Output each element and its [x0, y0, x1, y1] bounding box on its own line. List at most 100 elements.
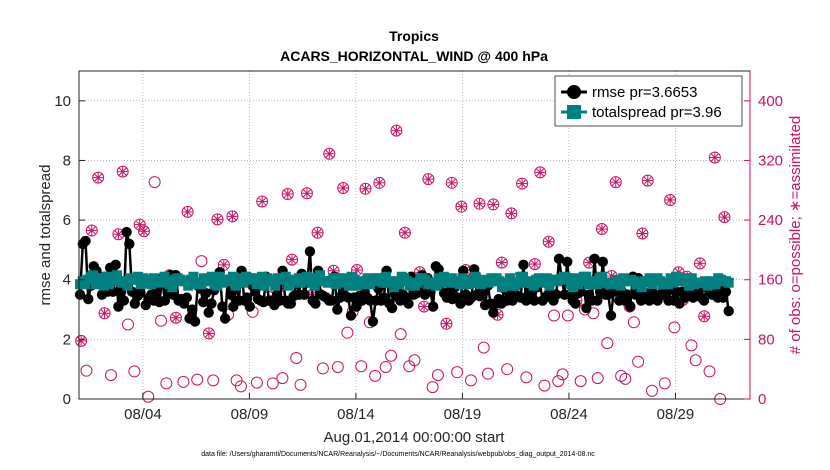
- x-tick-label: 08/04: [124, 406, 162, 423]
- rmse-point: [189, 316, 201, 327]
- obs-possible-marker: [316, 362, 329, 375]
- rmse-point: [592, 295, 603, 306]
- obs-assimilated-marker: [610, 177, 621, 188]
- obs-assimilated-marker: [301, 188, 312, 199]
- obs-assimilated-marker: [529, 259, 540, 270]
- rmse-point: [326, 295, 338, 306]
- spread-point: [644, 273, 655, 284]
- obs-possible-marker: [311, 226, 324, 239]
- obs-assimilated-marker: [282, 189, 293, 199]
- spread-point: [146, 279, 157, 290]
- spread-point: [206, 271, 217, 282]
- obs-possible-marker: [538, 379, 551, 392]
- obs-assimilated-marker: [218, 259, 229, 270]
- axes: 0 2 4 6 8 10 0 80 160 240 320 400 08/04 08/09 08/14 08/…: [54, 71, 783, 423]
- y-axis-right-label: # of obs: o=possible; ∗=assimilated: [787, 116, 804, 355]
- spread-point: [362, 273, 373, 284]
- rmse-point: [198, 296, 209, 308]
- obs-possible-marker: [619, 372, 632, 385]
- obs-possible-marker: [408, 354, 421, 367]
- spread-point: [636, 282, 647, 293]
- obs-assimilated-marker: [596, 224, 607, 235]
- spread-point: [386, 276, 397, 287]
- obs-possible-marker: [98, 307, 111, 320]
- rmse-point: [589, 253, 600, 265]
- x-tick-label: 08/24: [550, 406, 588, 423]
- spread-point: [328, 273, 339, 284]
- obs-assimilated-marker: [642, 175, 653, 186]
- x-tick-label: 08/29: [657, 406, 695, 423]
- obs-assimilated-marker: [312, 227, 323, 238]
- obs-assimilated-marker: [474, 198, 485, 209]
- spread-point: [238, 277, 249, 288]
- obs-possible-marker: [394, 328, 407, 341]
- obs-possible-marker: [294, 378, 307, 391]
- spread-point: [454, 279, 465, 290]
- spread-point: [315, 270, 326, 281]
- rmse-point: [455, 298, 466, 309]
- obs-possible-marker: [373, 176, 386, 189]
- spread-point: [570, 273, 581, 284]
- spread-point: [597, 271, 608, 282]
- spread-point: [280, 271, 291, 282]
- x-tick-label: 08/09: [231, 406, 269, 423]
- y-right-tick-label: 0: [758, 391, 766, 408]
- obs-assimilated-marker: [257, 196, 268, 207]
- spread-point: [230, 280, 241, 291]
- rmse-point: [427, 301, 439, 312]
- rmse-point: [181, 292, 193, 303]
- obs-assimilated-marker: [496, 257, 507, 268]
- obs-possible-marker: [548, 309, 561, 322]
- rmse-point: [219, 313, 231, 324]
- y-right-tick-label: 400: [758, 93, 783, 110]
- spread-point: [467, 277, 478, 288]
- obs-possible-marker: [290, 352, 303, 364]
- obs-possible-marker: [207, 374, 220, 387]
- obs-assimilated-marker: [399, 227, 410, 238]
- obs-possible-marker: [104, 369, 117, 382]
- obs-assimilated-marker: [182, 206, 193, 217]
- obs-possible-marker: [202, 327, 215, 340]
- spread-point: [283, 280, 294, 291]
- obs-possible-marker: [708, 151, 721, 164]
- rmse-point: [723, 305, 734, 317]
- obs-possible-marker: [481, 367, 494, 380]
- spread-point: [615, 280, 626, 291]
- y-tick-label: 6: [63, 212, 71, 229]
- obs-possible-marker: [121, 318, 134, 331]
- obs-possible-marker: [646, 384, 659, 397]
- obs-possible-marker: [390, 124, 403, 137]
- obs-possible-marker: [341, 326, 354, 339]
- obs-possible-marker: [116, 165, 129, 178]
- rmse-point: [80, 235, 91, 247]
- obs-possible-marker: [609, 176, 622, 189]
- obs-possible-marker: [337, 182, 350, 195]
- obs-assimilated-marker: [287, 254, 298, 265]
- obs-possible-marker: [148, 176, 161, 189]
- rmse-point: [622, 289, 633, 300]
- obs-possible-marker: [473, 197, 486, 210]
- obs-possible-marker: [455, 200, 468, 213]
- obs-assimilated-marker: [86, 225, 97, 236]
- y-right-tick-label: 240: [758, 212, 783, 229]
- spread-point: [188, 271, 199, 282]
- obs-possible-marker: [693, 257, 706, 270]
- spread-point: [378, 277, 389, 288]
- spread-point: [133, 271, 144, 282]
- rmse-point: [121, 226, 132, 238]
- spread-point: [98, 280, 109, 291]
- obs-possible-marker: [250, 376, 263, 389]
- obs-assimilated-marker: [694, 258, 705, 269]
- spread-point: [227, 271, 238, 282]
- obs-possible-marker: [556, 368, 569, 381]
- obs-possible-marker: [718, 211, 731, 224]
- obs-assimilated-marker: [374, 177, 385, 188]
- y-tick-label: 2: [63, 331, 71, 348]
- spread-point: [380, 271, 391, 282]
- rmse-point: [562, 256, 573, 268]
- spread-point: [394, 279, 405, 290]
- obs-assimilated-marker: [324, 148, 335, 159]
- chart-title: Tropics: [389, 28, 439, 44]
- obs-possible-marker: [355, 360, 368, 373]
